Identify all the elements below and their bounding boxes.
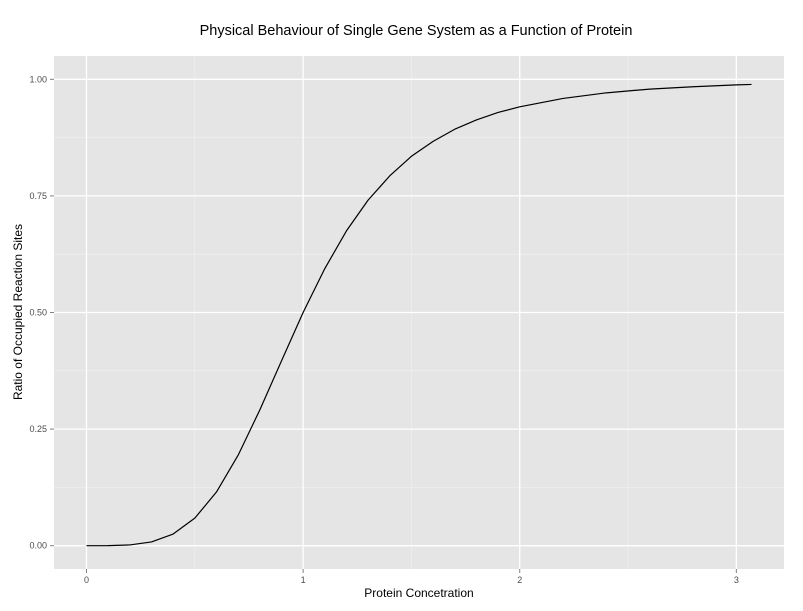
x-axis-title: Protein Concetration — [364, 586, 473, 600]
x-tick-label: 1 — [301, 575, 306, 585]
x-tick-label: 2 — [517, 575, 522, 585]
y-tick-label: 0.00 — [29, 541, 47, 551]
y-tick-label: 0.50 — [29, 308, 47, 318]
y-tick-label: 1.00 — [29, 74, 47, 84]
series-layer — [86, 83, 752, 547]
y-axis-title: Ratio of Occupied Reaction Sites — [11, 224, 25, 400]
y-tick-label: 0.75 — [29, 191, 47, 201]
x-tick-label: 3 — [734, 575, 739, 585]
x-tick-label: 0 — [84, 575, 89, 585]
x-axis: 0 1 2 3 — [84, 569, 739, 585]
y-tick-label: 0.25 — [29, 424, 47, 434]
y-axis: 0.00 0.25 0.50 0.75 1.00 — [29, 74, 54, 551]
chart-title: Physical Behaviour of Single Gene System… — [200, 23, 633, 39]
major-grid — [54, 56, 784, 569]
series-line — [86, 83, 752, 547]
